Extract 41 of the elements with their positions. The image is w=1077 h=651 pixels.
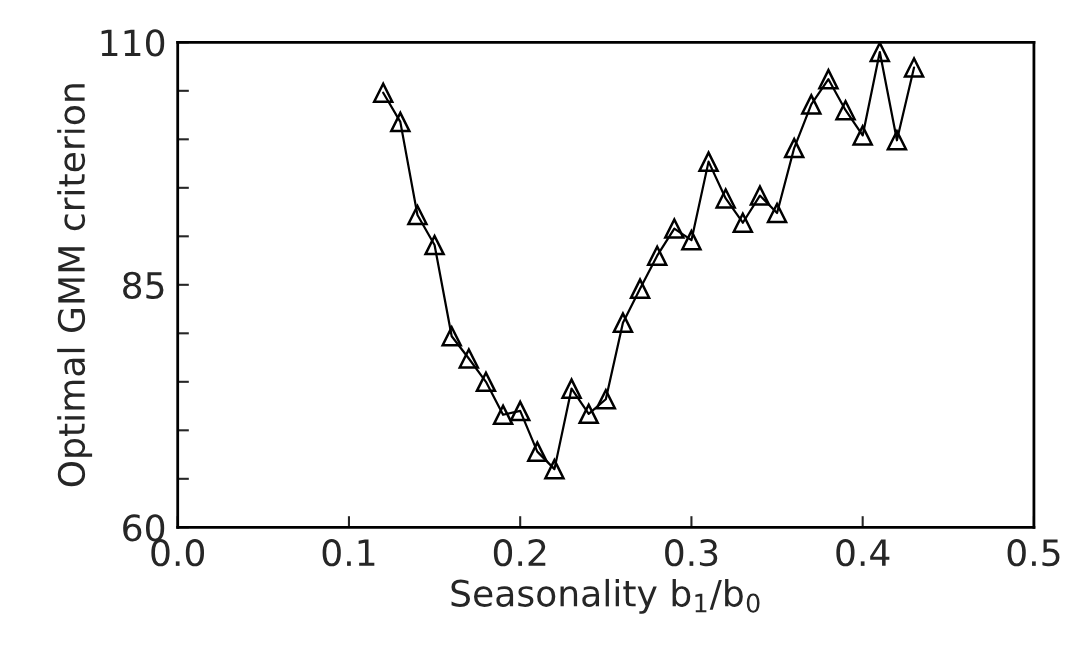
x-tick-label: 0.5 <box>1007 539 1060 567</box>
point <box>783 137 805 159</box>
point <box>698 151 719 172</box>
point <box>407 204 428 226</box>
y-axis-title: Optimal GMM criterion <box>57 84 93 487</box>
point <box>664 218 685 239</box>
point <box>869 42 891 63</box>
point <box>801 94 822 115</box>
point <box>458 348 480 369</box>
point <box>441 325 462 347</box>
x-tick-label: 0.2 <box>493 539 546 567</box>
point <box>372 82 394 104</box>
point <box>612 312 634 333</box>
x-tick-label: 0.4 <box>836 539 890 567</box>
point <box>835 99 856 121</box>
point <box>527 441 548 462</box>
point <box>578 403 599 425</box>
point <box>852 125 873 146</box>
point <box>732 212 754 234</box>
y-tick-label: 110 <box>101 29 165 57</box>
x-tick-label: 0.1 <box>322 539 375 567</box>
point <box>544 458 565 480</box>
x-axis-title: Seasonality b$_{1}$/b$_{0}$ <box>451 578 760 614</box>
point <box>475 371 497 393</box>
point <box>595 388 617 410</box>
point <box>903 57 925 78</box>
point <box>492 404 514 426</box>
x-tick-label: 0.3 <box>665 539 718 567</box>
point <box>561 378 582 399</box>
point <box>424 234 445 256</box>
point <box>715 188 736 209</box>
point <box>629 278 651 299</box>
point <box>766 202 788 224</box>
point <box>818 68 839 90</box>
point <box>509 400 531 422</box>
point <box>646 245 668 266</box>
y-tick-label: 85 <box>123 271 164 300</box>
point <box>749 185 771 206</box>
point <box>886 130 908 151</box>
point <box>681 229 702 251</box>
point <box>390 111 411 133</box>
